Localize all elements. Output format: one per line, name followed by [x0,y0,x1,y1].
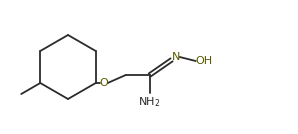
Text: N: N [172,52,180,62]
Text: NH$_2$: NH$_2$ [139,95,161,109]
Text: O: O [99,78,108,88]
Text: OH: OH [195,56,212,66]
